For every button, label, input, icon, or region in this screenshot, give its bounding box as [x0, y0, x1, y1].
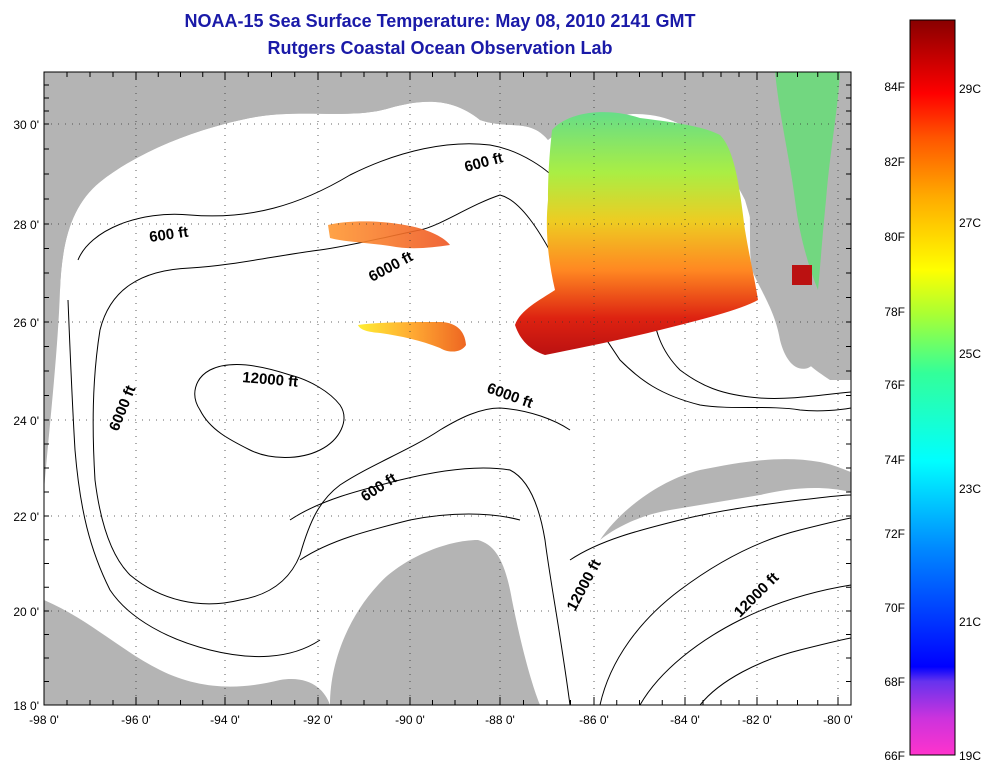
- lat-label: 18 0': [13, 699, 39, 713]
- sst-patch-louisiana: [328, 221, 450, 249]
- colorbar-f-label: 76F: [884, 378, 905, 392]
- mexico-south-land: [44, 600, 330, 705]
- colorbar-c-label: 23C: [959, 482, 981, 496]
- contour-6000ft-west: [92, 329, 571, 605]
- lon-label: -82 0': [742, 713, 772, 727]
- colorbar-f-label: 80F: [884, 230, 905, 244]
- colorbar-c-label: 19C: [959, 749, 981, 763]
- lon-label: -94 0': [210, 713, 240, 727]
- contour-yucatan-shelf: [289, 467, 571, 705]
- colorbar-f-label: 68F: [884, 675, 905, 689]
- contour-caribbean-1: [639, 584, 851, 705]
- contour-600ft-west-shelf: [67, 299, 321, 657]
- map-frame: [43, 71, 852, 706]
- sst-patch-central: [358, 322, 466, 352]
- lon-label: -88 0': [485, 713, 515, 727]
- yucatan-land: [330, 540, 540, 705]
- colorbar-f-label: 74F: [884, 453, 905, 467]
- colorbar-f-label: 82F: [884, 155, 905, 169]
- map-area: 600 ft 600 ft 600 ft 6000 ft 6000 ft 600…: [44, 72, 851, 705]
- lon-label: -96 0': [121, 713, 151, 727]
- colorbar-c-label: 29C: [959, 82, 981, 96]
- colorbar-f-label: 72F: [884, 527, 905, 541]
- longitude-labels: -98 0' -96 0' -94 0' -92 0' -90 0' -88 0…: [29, 713, 853, 727]
- map-subtitle: Rutgers Coastal Ocean Observation Lab: [267, 38, 613, 58]
- sst-data: [328, 72, 840, 355]
- sst-patch-atlantic: [775, 72, 840, 290]
- us-gulf-coast-land: [44, 72, 720, 290]
- colorbar-f-label: 84F: [884, 80, 905, 94]
- lat-label: 30 0': [13, 118, 39, 132]
- lon-label: -84 0': [670, 713, 700, 727]
- lat-label: 28 0': [13, 218, 39, 232]
- lat-label: 24 0': [13, 414, 39, 428]
- colorbar-c-label: 21C: [959, 615, 981, 629]
- colorbar: 84F 82F 80F 78F 76F 74F 72F 70F 68F 66F …: [884, 19, 981, 763]
- colorbar-c-label: 25C: [959, 347, 981, 361]
- contour-caribbean-2: [699, 637, 851, 705]
- lon-label: -86 0': [579, 713, 609, 727]
- axis-ticks: [43, 71, 851, 706]
- contour-12000ft-east-2: [599, 517, 851, 705]
- colorbar-c-label: 27C: [959, 216, 981, 230]
- colorbar-f-label: 78F: [884, 305, 905, 319]
- lon-label: -90 0': [395, 713, 425, 727]
- colorbar-f-label: 66F: [884, 749, 905, 763]
- latitude-labels: 30 0' 28 0' 26 0' 24 0' 22 0' 20 0' 18 0…: [13, 118, 39, 713]
- map-title: NOAA-15 Sea Surface Temperature: May 08,…: [184, 11, 696, 31]
- contour-12000ft-east: [569, 494, 851, 561]
- lon-label: -80 0': [823, 713, 853, 727]
- lat-label: 20 0': [13, 605, 39, 619]
- colorbar-gradient: [909, 19, 956, 756]
- contour-label: 600 ft: [148, 224, 189, 246]
- sst-lake-okeechobee: [792, 265, 812, 285]
- lon-label: -98 0': [29, 713, 59, 727]
- lat-label: 26 0': [13, 316, 39, 330]
- lon-label: -92 0': [303, 713, 333, 727]
- colorbar-f-label: 70F: [884, 601, 905, 615]
- cuba-land: [600, 459, 851, 540]
- sst-patch-florida-shelf: [515, 112, 758, 355]
- graticule: [44, 72, 851, 705]
- contour-label: 12000 ft: [242, 369, 299, 391]
- contour-6000ft-north: [99, 194, 851, 412]
- contour-12000ft: [194, 364, 345, 458]
- lat-label: 22 0': [13, 510, 39, 524]
